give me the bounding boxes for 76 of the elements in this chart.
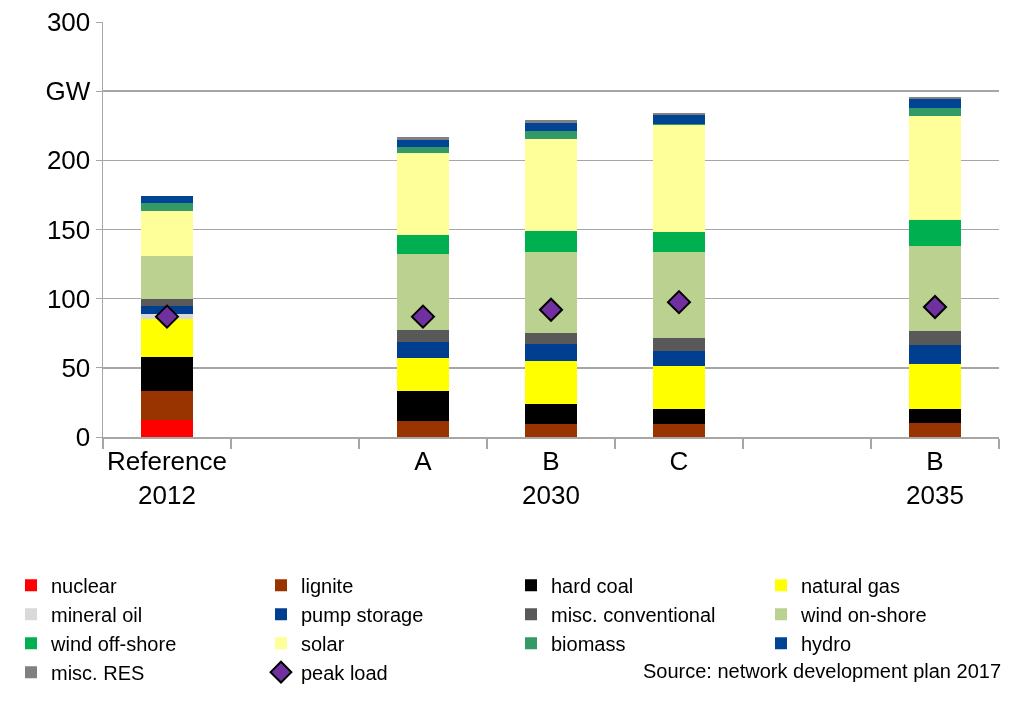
bar: [908, 246, 962, 332]
bar: [396, 153, 450, 236]
bar: [524, 138, 578, 231]
bar: [396, 139, 450, 147]
legend-label: misc. RES: [51, 661, 145, 684]
legend-label: misc. conventional: [551, 603, 716, 626]
bar: [908, 331, 962, 346]
x-tick-label: B 2035: [906, 445, 964, 510]
source-note: Source: network development plan 2017: [643, 660, 1002, 682]
y-tick-label: 0: [75, 422, 91, 453]
bar: [524, 230, 578, 252]
bar: [908, 409, 962, 424]
legend-label: solar: [301, 632, 345, 655]
bar: [908, 116, 962, 220]
legend-label: peak load: [301, 661, 388, 684]
bar: [908, 99, 962, 108]
legend-label: biomass: [551, 632, 626, 655]
x-tick-label: C: [669, 445, 689, 476]
bar: [524, 122, 578, 132]
y-tick-label: GW: [45, 76, 91, 107]
legend-label: wind on-shore: [800, 603, 927, 626]
bar: [396, 136, 450, 140]
bar: [140, 256, 194, 300]
bar: [396, 329, 450, 342]
bar: [396, 341, 450, 359]
bar: [524, 332, 578, 344]
legend-label: nuclear: [51, 574, 117, 597]
x-tick-label: B 2030: [522, 445, 580, 510]
bar: [524, 131, 578, 139]
bar: [396, 421, 450, 437]
bar: [652, 423, 706, 437]
legend-label: pump storage: [301, 603, 424, 626]
bar: [652, 125, 706, 232]
bar: [908, 363, 962, 410]
legend-label: mineral oil: [51, 603, 143, 626]
bar: [396, 235, 450, 255]
bar: [652, 366, 706, 410]
bar: [524, 343, 578, 361]
bar: [908, 107, 962, 117]
y-tick-label: 200: [46, 145, 91, 176]
legend-label: wind off-shore: [50, 632, 177, 655]
legend-label: lignite: [301, 574, 354, 597]
y-tick-label: 150: [46, 214, 91, 245]
bar: [140, 391, 194, 421]
bar: [524, 251, 578, 333]
y-tick-label: 300: [46, 7, 91, 38]
legend-label: natural gas: [801, 574, 900, 597]
bar: [140, 356, 194, 392]
bar: [652, 252, 706, 339]
bar: [908, 345, 962, 364]
bar: [908, 219, 962, 247]
bar: [652, 115, 706, 125]
bar: [652, 231, 706, 253]
bar: [140, 202, 194, 211]
bar: [524, 403, 578, 424]
bar: [652, 409, 706, 424]
bar: [396, 391, 450, 422]
bar: [524, 360, 578, 404]
bar: [524, 120, 578, 123]
legend-label: hard coal: [551, 574, 634, 597]
bar: [396, 358, 450, 392]
bar: [140, 210, 194, 257]
bar: [140, 299, 194, 306]
y-tick-label: 100: [46, 283, 91, 314]
bar: [140, 420, 194, 437]
x-tick-label: A: [414, 445, 433, 476]
bar: [524, 423, 578, 437]
bar: [908, 423, 962, 437]
bar: [652, 338, 706, 351]
bar: [140, 319, 194, 357]
x-tick-label: Reference 2012: [107, 445, 227, 510]
bar: [652, 350, 706, 367]
bar: [396, 254, 450, 330]
bar: [140, 196, 194, 203]
legend-label: hydro: [801, 632, 852, 655]
y-tick-label: 50: [61, 352, 91, 383]
